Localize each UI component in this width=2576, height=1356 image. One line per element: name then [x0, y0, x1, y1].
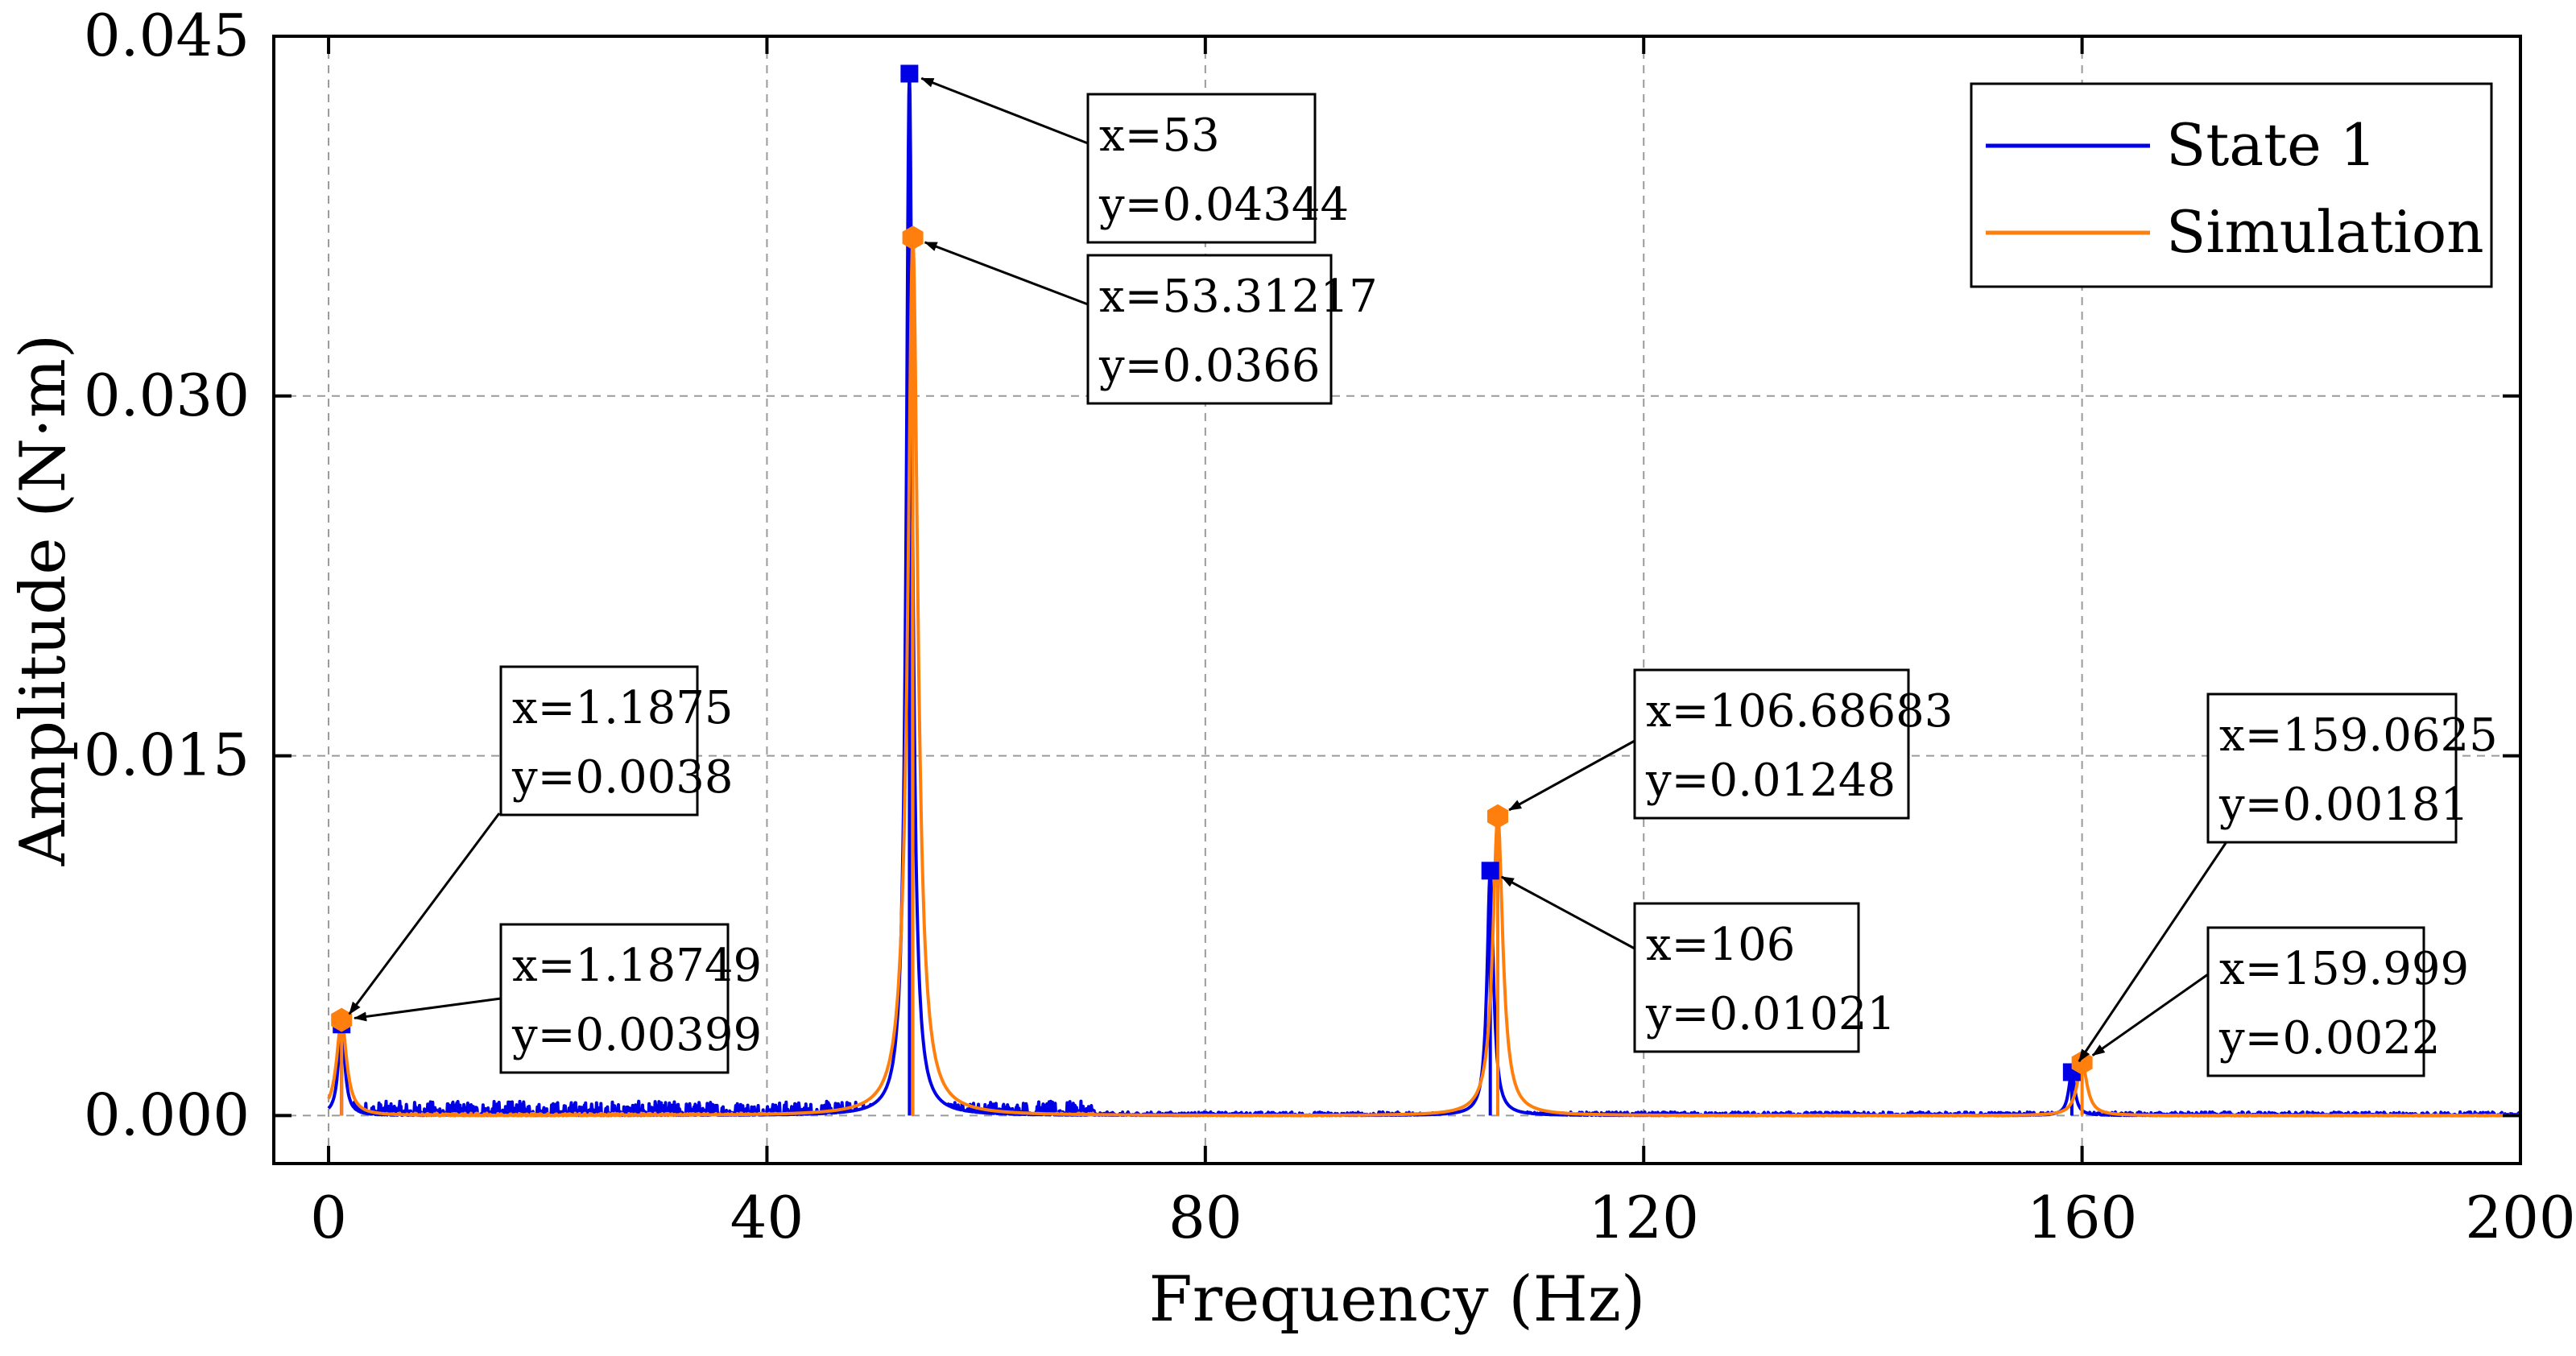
annotation-arrow: [920, 76, 1089, 145]
annotation-y-value: y=0.00399: [511, 1009, 762, 1061]
annotation-x-value: x=106.68683: [1646, 685, 1953, 738]
y-axis-label: Amplitude (N·m): [7, 334, 80, 866]
annotation-box: [2206, 926, 2425, 1077]
x-tick-label: 80: [1168, 1184, 1243, 1251]
x-tick-label: 40: [730, 1184, 804, 1251]
annotation-x-value: x=106: [1646, 919, 1795, 971]
y-tick-label: 0.045: [84, 2, 250, 69]
annotation-x-value: x=1.18749: [512, 940, 762, 992]
annotation-y-value: y=0.01248: [1645, 754, 1896, 807]
annotation: x=1.18749 y=0.00399: [354, 923, 762, 1074]
annotation-y-value: y=0.0366: [1098, 340, 1321, 392]
annotation-x-value: x=53: [1099, 110, 1220, 162]
legend: State 1 Simulation: [1970, 82, 2493, 288]
legend-frame: [1970, 82, 2493, 288]
annotation: x=159.0625 y=0.00181: [2078, 692, 2498, 1063]
plot-frame: [272, 35, 2522, 1165]
annotation: x=53 y=0.04344: [920, 76, 1349, 244]
peak-marker: [902, 225, 924, 250]
annotation-box: [1633, 902, 1860, 1053]
annotation-y-value: y=0.0022: [2218, 1012, 2441, 1065]
annotation-box: [499, 665, 699, 816]
annotation-arrow: [1500, 875, 1635, 950]
x-tick-label: 0: [310, 1184, 347, 1251]
annotation-box: [1086, 93, 1317, 244]
annotation: x=106 y=0.01021: [1500, 875, 1896, 1053]
x-tick-label: 160: [2027, 1184, 2137, 1251]
annotation-x-value: x=1.1875: [512, 682, 733, 734]
annotations: x=1.1875 y=0.0038 x=1.18749 y=0.00399 x=53 y=…: [348, 76, 2498, 1077]
x-axis-label: Frequency (Hz): [1149, 1263, 1646, 1336]
annotation-box: [1086, 254, 1333, 405]
legend-label-state-1: State 1: [2166, 111, 2376, 179]
peak-marker: [331, 1007, 353, 1032]
peak-markers: [331, 64, 2093, 1081]
annotation-x-value: x=159.999: [2219, 943, 2469, 995]
y-tick-label: 0.000: [84, 1081, 250, 1148]
peak-marker: [900, 64, 919, 83]
annotation-arrow: [348, 812, 501, 1015]
y-tick-label: 0.015: [84, 721, 250, 789]
annotation-arrow: [2091, 973, 2209, 1056]
annotation-y-value: y=0.0038: [511, 751, 734, 804]
annotation-x-value: x=53.31217: [1099, 271, 1378, 323]
annotation: x=159.999 y=0.0022: [2091, 926, 2469, 1077]
annotation-box: [499, 923, 730, 1074]
annotation: x=106.68683 y=0.01248: [1508, 668, 1953, 820]
series-line-simulation: [327, 236, 2520, 1118]
annotation-y-value: y=0.04344: [1098, 179, 1349, 231]
annotation-arrow: [2078, 840, 2229, 1063]
x-tick-label: 200: [2465, 1184, 2575, 1251]
annotation: x=53.31217 y=0.0366: [924, 241, 1378, 405]
legend-label-simulation: Simulation: [2166, 198, 2484, 266]
annotation-arrow: [1508, 739, 1635, 812]
annotation: x=1.1875 y=0.0038: [348, 665, 734, 1015]
annotation-arrow: [354, 997, 502, 1022]
x-tick-label: 120: [1589, 1184, 1699, 1251]
peak-marker: [1481, 862, 1499, 880]
annotation-arrow: [924, 241, 1089, 306]
annotation-box: [2206, 692, 2458, 844]
y-tick-label: 0.030: [84, 362, 250, 429]
series-layer: [327, 72, 2520, 1118]
annotation-x-value: x=159.0625: [2219, 709, 2498, 762]
axis-ticks: 0 40 80 120 160 200 0.000 0.015 0.030 0.045: [84, 2, 2576, 1251]
peak-marker: [1487, 804, 1508, 829]
annotation-box: [1633, 668, 1910, 820]
annotation-y-value: y=0.00181: [2218, 779, 2469, 831]
annotation-y-value: y=0.01021: [1645, 988, 1896, 1040]
